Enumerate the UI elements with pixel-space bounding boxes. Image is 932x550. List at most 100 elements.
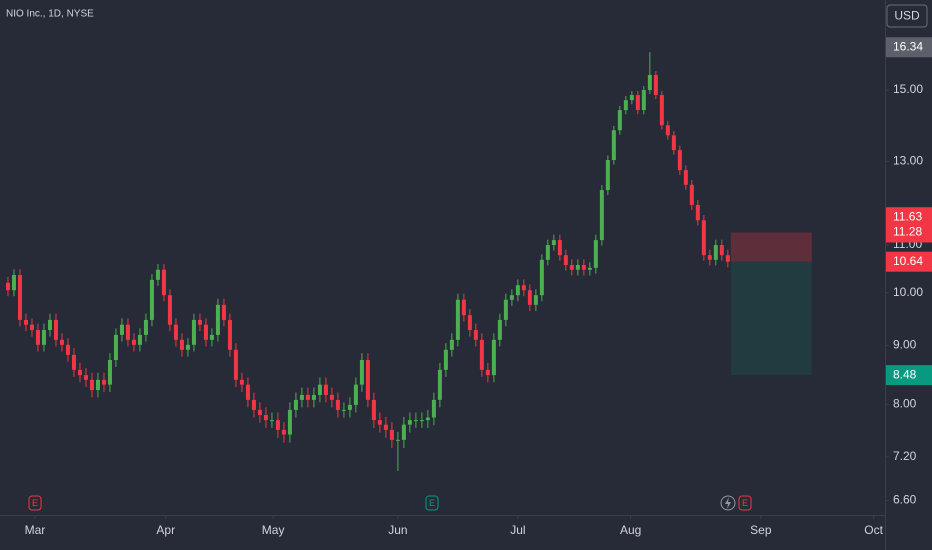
- candle-body: [5, 282, 10, 291]
- candle-body: [437, 369, 442, 400]
- candle-body: [677, 150, 682, 171]
- candle-body: [131, 339, 136, 345]
- candle-body: [491, 339, 496, 376]
- x-tick-label: Aug: [620, 523, 641, 537]
- candle-body: [623, 100, 628, 111]
- candle-body: [347, 404, 352, 410]
- candle-body: [305, 394, 310, 400]
- y-tick-label: 8.00: [893, 396, 917, 410]
- candle-body: [173, 324, 178, 340]
- candle-body: [101, 379, 106, 385]
- candle-body: [29, 324, 34, 331]
- candle-body: [665, 125, 670, 136]
- candle-body: [485, 369, 490, 376]
- price-tag: [886, 251, 932, 272]
- candle-body: [401, 424, 406, 440]
- x-tick-label: Apr: [156, 523, 175, 537]
- candle-body: [671, 135, 676, 151]
- candle-body: [227, 319, 232, 350]
- candle-body: [365, 360, 370, 400]
- candle-body: [245, 384, 250, 400]
- candle-body: [335, 399, 340, 410]
- currency[interactable]: USD: [894, 9, 920, 23]
- candle-body: [455, 299, 460, 340]
- y-tick-label: 10.00: [893, 285, 923, 299]
- price-tag: [886, 365, 932, 386]
- candle-body: [635, 95, 640, 111]
- lightning-icon[interactable]: [720, 495, 736, 511]
- candle-body: [701, 220, 706, 256]
- event-marker[interactable]: E: [738, 495, 752, 511]
- price-tag-label: 16.34: [893, 39, 923, 53]
- candle-body: [299, 394, 304, 400]
- x-tick-label: Jul: [510, 523, 525, 537]
- candle-body: [239, 379, 244, 385]
- event-label[interactable]: E: [742, 498, 748, 508]
- candle-body: [155, 269, 160, 280]
- candle-body: [425, 417, 430, 421]
- candle-body: [713, 245, 718, 260]
- candle-body: [545, 245, 550, 260]
- price-tag-label: 10.64: [893, 254, 923, 268]
- target-zone: [730, 261, 812, 376]
- candle-body: [317, 384, 322, 395]
- currency-box[interactable]: [886, 4, 928, 28]
- candle-body: [113, 334, 118, 361]
- candle-body: [191, 319, 196, 345]
- price-tag: [886, 222, 932, 243]
- candle-body: [551, 240, 556, 246]
- candle-body: [71, 354, 76, 370]
- candle-body: [473, 330, 478, 340]
- candle-body: [575, 264, 580, 270]
- candle-body: [215, 304, 220, 335]
- candle-body: [407, 420, 412, 425]
- candle-body: [269, 420, 274, 422]
- candle-body: [563, 255, 568, 265]
- candle-body: [257, 409, 262, 415]
- candle-body: [179, 339, 184, 350]
- candle-body: [53, 319, 58, 340]
- lightning[interactable]: [725, 497, 731, 509]
- candle-body: [449, 339, 454, 350]
- candle-body: [521, 285, 526, 291]
- event-label[interactable]: E: [32, 498, 38, 508]
- candle-body: [125, 324, 130, 340]
- event-marker[interactable]: E: [28, 495, 42, 511]
- candle-body: [221, 304, 226, 320]
- candle-body: [17, 275, 22, 320]
- candle-body: [359, 360, 364, 385]
- candle-body: [641, 90, 646, 111]
- candle-body: [59, 339, 64, 345]
- candle-body: [311, 394, 316, 400]
- candle-body: [581, 264, 586, 270]
- candle-body: [35, 330, 40, 345]
- candle-body: [659, 95, 664, 126]
- candle-body: [353, 384, 358, 405]
- price-tag: [886, 207, 932, 228]
- event-badge[interactable]: [28, 495, 42, 511]
- candle-body: [203, 324, 208, 340]
- candle-body: [395, 439, 400, 441]
- x-tick-label: Sep: [750, 523, 772, 537]
- candle-body: [629, 95, 634, 101]
- candle-body: [707, 255, 712, 260]
- candle-body: [605, 160, 610, 191]
- candle-body: [185, 344, 190, 350]
- candle-body: [647, 74, 652, 91]
- event-badge[interactable]: [425, 495, 439, 511]
- candle-body: [83, 375, 88, 380]
- event-marker[interactable]: E: [425, 495, 439, 511]
- candle-body: [329, 394, 334, 400]
- candle-body: [653, 74, 658, 96]
- candle-body: [233, 349, 238, 380]
- candle-body: [47, 319, 52, 331]
- event-label[interactable]: E: [429, 498, 435, 508]
- candle-body: [683, 170, 688, 185]
- y-tick-label: 13.00: [893, 154, 923, 168]
- event-badge[interactable]: [738, 495, 752, 511]
- candle-body: [341, 409, 346, 411]
- candle-body: [413, 420, 418, 422]
- candle-body: [293, 399, 298, 410]
- candle-body: [539, 259, 544, 296]
